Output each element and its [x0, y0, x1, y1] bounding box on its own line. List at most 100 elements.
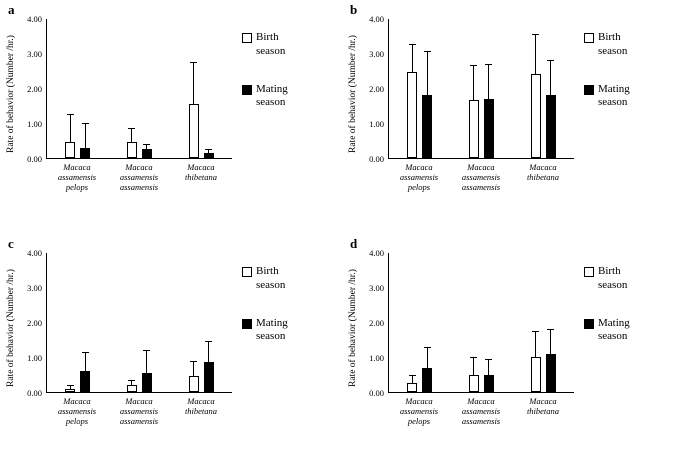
legend: Birth season Mating season — [242, 19, 308, 110]
birth-season-bar — [126, 385, 137, 392]
bar-and-error — [126, 253, 137, 392]
error-bar-cap — [532, 330, 540, 332]
category-label: Macaca assamensis assamensis — [119, 396, 159, 427]
birth-season-swatch — [584, 267, 594, 277]
error-bar — [408, 374, 416, 384]
mating-season-bar — [141, 372, 152, 392]
legend-item: Birth season — [584, 265, 650, 293]
mating-season-bar — [80, 147, 91, 158]
category-label: Macaca thibetana — [184, 396, 218, 417]
y-tick-labels: 4.00 3.00 2.00 1.00 0.00 — [362, 248, 388, 398]
y-tick-label: 3.00 — [27, 283, 42, 293]
birth-season-bar — [530, 357, 541, 392]
y-tick-label: 0.00 — [27, 154, 42, 164]
legend-label: Mating season — [256, 82, 288, 109]
plot-area — [388, 253, 574, 393]
error-bar-line — [535, 33, 537, 74]
legend-label: Birth season — [256, 31, 286, 57]
bar-group — [65, 19, 91, 158]
y-tick-label: 3.00 — [27, 49, 42, 59]
y-tick-label: 0.00 — [27, 388, 42, 398]
bar-and-error — [468, 19, 479, 158]
error-bar — [532, 33, 540, 74]
error-bar-line — [473, 65, 475, 101]
y-axis-title: Rate of behavior (Number /hr.) — [6, 269, 16, 387]
legend-item: Birth season — [242, 265, 308, 293]
chart-body: Rate of behavior (Number /hr.) 4.00 3.00 2.… — [6, 14, 340, 193]
error-bar-line — [488, 63, 490, 99]
bar-and-error — [407, 19, 418, 158]
mating-season-swatch — [584, 318, 594, 329]
error-bar-cap — [66, 114, 74, 116]
bar-and-error — [483, 253, 494, 392]
bar-group — [126, 19, 152, 158]
error-bar-cap — [190, 360, 198, 362]
y-tick-label: 0.00 — [369, 388, 384, 398]
mating-season-bar — [80, 371, 91, 392]
bar-and-error — [468, 253, 479, 392]
bar-and-error — [530, 19, 541, 158]
category-label: Macaca assamensis assamensis — [119, 162, 159, 193]
category-label: Macaca thibetana — [526, 396, 560, 417]
bar-group — [407, 19, 433, 158]
bar-and-error — [545, 19, 556, 158]
error-bar — [81, 351, 89, 371]
legend-item: Birth season — [584, 31, 650, 59]
error-bar — [205, 149, 213, 153]
mating-season-bar — [483, 374, 494, 392]
legend-label: Mating season — [256, 316, 288, 343]
birth-season-bar — [407, 72, 418, 158]
y-tick-labels: 4.00 3.00 2.00 1.00 0.00 — [20, 248, 46, 398]
error-bar-line — [426, 51, 428, 95]
chart-panel-c: c Rate of behavior (Number /hr.) 4.00 3.00 2… — [0, 234, 342, 469]
legend: Birth season Mating season — [584, 19, 650, 110]
error-bar — [470, 65, 478, 101]
error-bar-cap — [81, 123, 89, 124]
mating-season-swatch — [584, 84, 594, 95]
y-tick-label: 1.00 — [27, 353, 42, 363]
panel-letter: d — [350, 236, 358, 251]
x-axis-labels: Macaca assamensis pelops Macaca assamensi… — [388, 162, 574, 193]
error-bar — [190, 360, 198, 377]
error-bar-line — [69, 114, 71, 143]
x-axis-labels: Macaca assamensis pelops Macaca assamensi… — [46, 396, 232, 427]
y-axis-title: Rate of behavior (Number /hr.) — [348, 269, 358, 387]
legend: Birth season Mating season — [242, 253, 308, 344]
error-bar — [423, 346, 431, 368]
legend-item: Mating season — [242, 317, 308, 345]
y-axis-title: Rate of behavior (Number /hr.) — [6, 35, 16, 153]
mating-season-bar — [422, 367, 433, 392]
error-bar-line — [193, 360, 195, 377]
bar-and-error — [141, 253, 152, 392]
birth-season-swatch — [242, 33, 252, 43]
error-bar-line — [208, 149, 210, 153]
legend-label: Mating season — [598, 82, 630, 109]
error-bar-cap — [190, 61, 198, 63]
birth-season-bar — [188, 376, 199, 392]
mating-season-bar — [141, 149, 152, 158]
error-bar-cap — [128, 128, 136, 130]
bar-and-error — [141, 19, 152, 158]
error-bar — [66, 385, 74, 389]
error-bar-line — [550, 60, 552, 95]
category-label: Macaca assamensis pelops — [399, 396, 439, 427]
plot-column: Macaca assamensis pelops Macaca assamensi… — [46, 19, 232, 193]
legend-label: Mating season — [598, 316, 630, 343]
y-tick-label: 4.00 — [27, 248, 42, 258]
error-bar — [66, 114, 74, 143]
bar-and-error — [422, 19, 433, 158]
y-tick-label: 4.00 — [369, 14, 384, 24]
error-bar-cap — [470, 65, 478, 67]
error-bar-line — [208, 341, 210, 363]
error-bar-line — [146, 144, 148, 150]
bar-and-error — [126, 19, 137, 158]
bar-and-error — [80, 19, 91, 158]
plot-column: Macaca assamensis pelops Macaca assamensi… — [388, 19, 574, 193]
error-bar — [547, 329, 555, 354]
error-bar-line — [146, 350, 148, 373]
error-bar-cap — [485, 358, 493, 360]
y-tick-label: 2.00 — [369, 84, 384, 94]
legend-label: Birth season — [256, 265, 286, 291]
bar-and-error — [422, 253, 433, 392]
